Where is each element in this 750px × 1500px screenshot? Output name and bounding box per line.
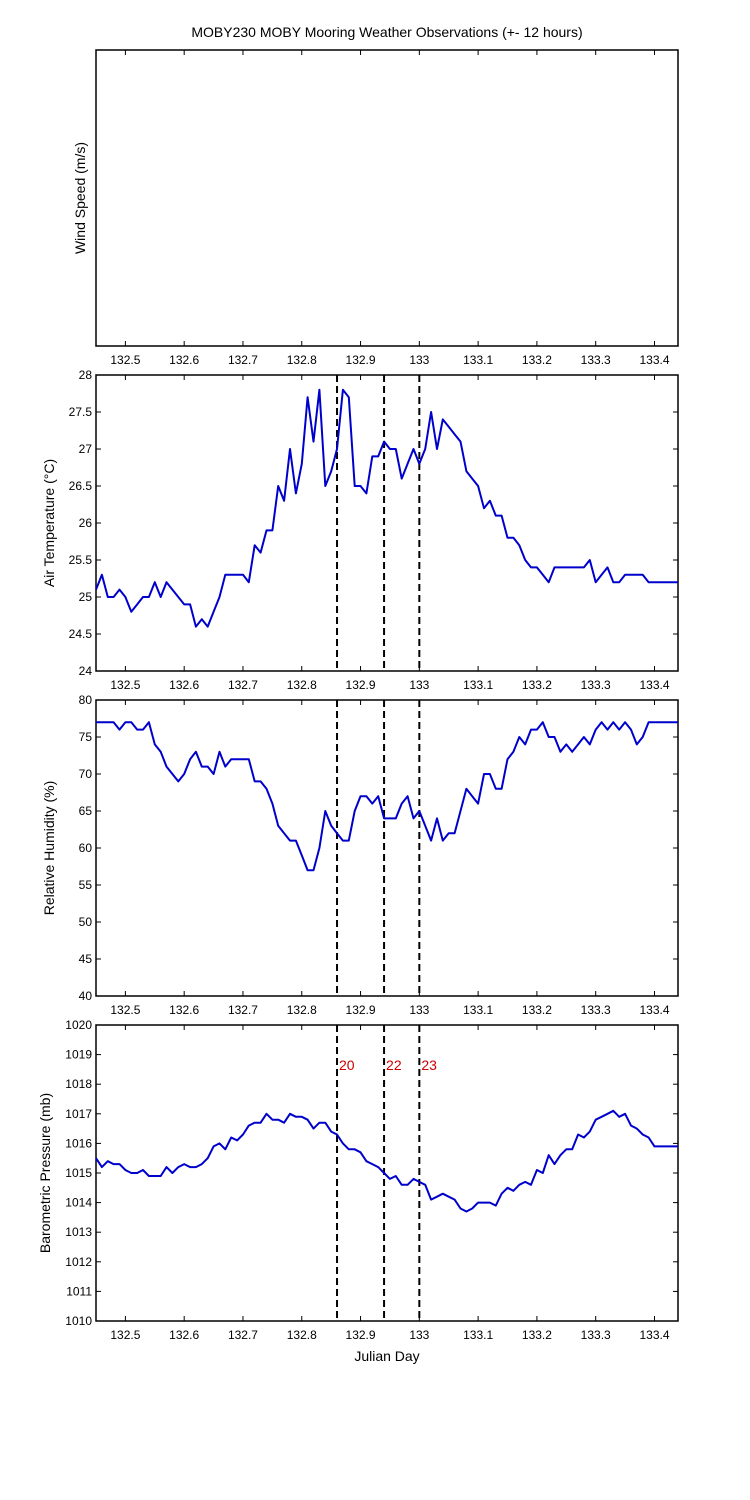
figure-title: MOBY230 MOBY Mooring Weather Observation…: [191, 24, 583, 40]
panel-1-x-tick-label: 133: [409, 353, 429, 367]
panel-4-event-label: 22: [386, 1057, 402, 1073]
panel-3-x-tick-label: 133: [409, 1003, 429, 1017]
panel-3-y-axis-label: Relative Humidity (%): [41, 781, 57, 916]
panel-2-x-tick-label: 133.3: [581, 678, 611, 692]
panel-2-x-tick-label: 133.2: [522, 678, 552, 692]
panel-1-x-tick-label: 132.6: [169, 353, 199, 367]
panel-2-x-tick-label: 132.5: [110, 678, 140, 692]
panel-3-x-tick-label: 132.9: [346, 1003, 376, 1017]
panel-2-series-line: [95, 388, 678, 628]
panel-3-x-tick-label: 132.5: [110, 1003, 140, 1017]
panel-2-x-tick-label: 132.9: [346, 678, 376, 692]
panel-2-x-tick-label: 132.7: [228, 678, 258, 692]
panel-3-y-tick-label: 75: [79, 730, 93, 744]
panel-4-y-tick-label: 1010: [65, 1314, 92, 1328]
panel-4-x-tick-label: 133.3: [581, 1328, 611, 1342]
panel-4-x-tick-label: 133.1: [463, 1328, 493, 1342]
panel-3-frame: [95, 699, 679, 997]
panel-1-x-tick-label: 132.9: [346, 353, 376, 367]
panel-4-x-tick-label: 132.6: [169, 1328, 199, 1342]
panel-1-y-axis-label: Wind Speed (m/s): [72, 142, 88, 254]
panel-2-x-tick-label: 133.1: [463, 678, 493, 692]
panel-4-y-axis-label: Barometric Pressure (mb): [37, 1093, 53, 1253]
x-axis-label: Julian Day: [354, 1348, 419, 1364]
panel-2-y-axis-label: Air Temperature (°C): [41, 459, 57, 587]
panel-2-y-tick-label: 26.5: [69, 479, 93, 493]
panel-2-y-tick-label: 25.5: [69, 553, 93, 567]
panel-3-y-tick-label: 40: [79, 989, 93, 1003]
panel-3-y-tick-label: 80: [79, 693, 93, 707]
panel-2-x-tick-label: 132.8: [287, 678, 317, 692]
panel-4-x-tick-label: 133.4: [639, 1328, 669, 1342]
panel-4-event-label: 20: [339, 1057, 355, 1073]
panel-1-x-tick-label: 132.8: [287, 353, 317, 367]
panel-4-x-tick-label: 132.9: [346, 1328, 376, 1342]
panel-3-y-tick-label: 45: [79, 952, 93, 966]
panel-4-x-tick-label: 132.5: [110, 1328, 140, 1342]
panel-2-x-tick-label: 133: [409, 678, 429, 692]
panel-1-x-tick-label: 132.5: [110, 353, 140, 367]
panel-4-y-tick-label: 1019: [65, 1048, 92, 1062]
panel-3-x-tick-label: 132.7: [228, 1003, 258, 1017]
panel-4-y-tick-label: 1016: [65, 1136, 92, 1150]
panel-4-frame: [95, 1024, 679, 1322]
panel-4-y-tick-label: 1015: [65, 1166, 92, 1180]
panel-4-y-tick-label: 1014: [65, 1196, 92, 1210]
panel-4-y-tick-label: 1020: [65, 1018, 92, 1032]
panel-4-y-tick-label: 1017: [65, 1107, 92, 1121]
panel-4-y-tick-label: 1012: [65, 1255, 92, 1269]
panel-4-x-tick-label: 133: [409, 1328, 429, 1342]
panel-3-y-tick-label: 55: [79, 878, 93, 892]
panel-4-x-tick-label: 132.7: [228, 1328, 258, 1342]
panel-1-frame: [95, 49, 679, 347]
panel-3-series-line: [96, 721, 678, 872]
panel-3-x-tick-label: 132.6: [169, 1003, 199, 1017]
panel-2-x-tick-label: 133.4: [639, 678, 669, 692]
panel-2-y-tick-label: 27.5: [69, 405, 93, 419]
panel-2-y-tick-label: 24: [79, 664, 93, 678]
panel-4-x-tick-label: 133.2: [522, 1328, 552, 1342]
panel-3-y-tick-label: 50: [79, 915, 93, 929]
panel-2-y-tick-label: 26: [79, 516, 93, 530]
panel-2-y-tick-label: 24.5: [69, 627, 93, 641]
panel-1-x-tick-label: 132.7: [228, 353, 258, 367]
panel-2-y-tick-label: 28: [79, 368, 93, 382]
panel-2-x-tick-label: 132.6: [169, 678, 199, 692]
panel-3-x-tick-label: 133.1: [463, 1003, 493, 1017]
panel-4-x-tick-label: 132.8: [287, 1328, 317, 1342]
panel-2-y-tick-label: 27: [79, 442, 93, 456]
panel-4-y-tick-label: 1018: [65, 1077, 92, 1091]
panel-1-x-tick-label: 133.2: [522, 353, 552, 367]
panel-3-y-tick-label: 70: [79, 767, 93, 781]
panel-3-y-tick-label: 60: [79, 841, 93, 855]
panel-4-y-tick-label: 1013: [65, 1225, 92, 1239]
panel-3-x-tick-label: 133.2: [522, 1003, 552, 1017]
panel-3-x-tick-label: 133.3: [581, 1003, 611, 1017]
panel-3-y-tick-label: 65: [79, 804, 93, 818]
panel-4-series-line: [95, 1109, 678, 1213]
panel-4-event-label: 23: [421, 1057, 437, 1073]
panel-3-x-tick-label: 133.4: [639, 1003, 669, 1017]
panel-4-y-tick-label: 1011: [66, 1284, 92, 1298]
panel-1-x-tick-label: 133.4: [639, 353, 669, 367]
panel-2-frame: [95, 374, 679, 672]
panel-1-x-tick-label: 133.1: [463, 353, 493, 367]
panel-1-x-tick-label: 133.3: [581, 353, 611, 367]
panel-3-x-tick-label: 132.8: [287, 1003, 317, 1017]
panel-2-y-tick-label: 25: [79, 590, 93, 604]
